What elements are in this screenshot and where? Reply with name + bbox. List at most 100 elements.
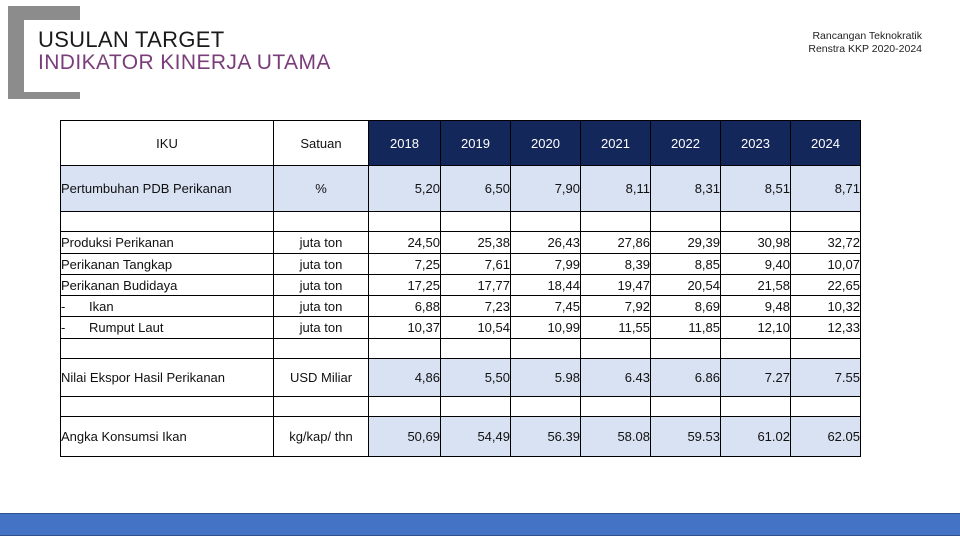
row-value: 6,88 — [368, 295, 441, 317]
row-value: 5,50 — [440, 358, 511, 397]
row-value: 7.27 — [720, 358, 791, 397]
row-value: 10,54 — [440, 316, 511, 339]
row-value: 8,69 — [650, 295, 721, 317]
corner-bracket-inner — [24, 20, 88, 92]
table-header-row: IKU Satuan 2018 2019 2020 2021 2022 2023… — [60, 120, 861, 166]
row-value: 22,65 — [790, 274, 861, 296]
header-year: 2023 — [720, 120, 791, 166]
row-label: - Rumput Laut — [60, 316, 274, 339]
row-value: 7,61 — [440, 253, 511, 275]
row-label-text: Ikan — [89, 298, 114, 314]
row-value: 7,23 — [440, 295, 511, 317]
slide-title: USULAN TARGET — [38, 27, 225, 52]
spacer-row — [60, 211, 861, 232]
row-value: 32,72 — [790, 231, 861, 254]
header-year: 2019 — [440, 120, 511, 166]
table-row: - Rumput Laut juta ton 10,37 10,54 10,99 … — [60, 316, 861, 339]
row-label: Nilai Ekspor Hasil Perikanan — [60, 358, 274, 397]
row-value: 5.98 — [510, 358, 581, 397]
row-value: 17,77 — [440, 274, 511, 296]
row-unit: juta ton — [273, 253, 369, 275]
row-label: - Ikan — [60, 295, 274, 317]
header-year: 2022 — [650, 120, 721, 166]
row-label: Pertumbuhan PDB Perikanan — [60, 165, 274, 212]
corner-bracket-decoration — [8, 6, 88, 99]
row-unit: juta ton — [273, 316, 369, 339]
row-value: 11,85 — [650, 316, 721, 339]
row-value: 25,38 — [440, 231, 511, 254]
row-label-text: Rumput Laut — [89, 320, 164, 335]
row-value: 8,71 — [790, 165, 861, 212]
row-value: 10,37 — [368, 316, 441, 339]
row-value: 7,90 — [510, 165, 581, 212]
row-value: 50,69 — [368, 416, 441, 457]
row-dash: - — [61, 320, 66, 335]
row-value: 27,86 — [580, 231, 651, 254]
table-row: Nilai Ekspor Hasil Perikanan USD Miliar … — [60, 358, 861, 397]
table-row: - Ikan juta ton 6,88 7,23 7,45 7,92 8,69 … — [60, 295, 861, 317]
row-dash: - — [61, 298, 66, 314]
row-value: 8,31 — [650, 165, 721, 212]
iku-target-table: IKU Satuan 2018 2019 2020 2021 2022 2023… — [60, 120, 861, 457]
row-value: 10,99 — [510, 316, 581, 339]
row-value: 7,45 — [510, 295, 581, 317]
row-unit: kg/kap/ thn — [273, 416, 369, 457]
row-value: 30,98 — [720, 231, 791, 254]
table-row: Perikanan Tangkap juta ton 7,25 7,61 7,9… — [60, 253, 861, 275]
row-value: 7,99 — [510, 253, 581, 275]
row-value: 11,55 — [580, 316, 651, 339]
row-value: 10,32 — [790, 295, 861, 317]
row-value: 56.39 — [510, 416, 581, 457]
row-value: 29,39 — [650, 231, 721, 254]
row-value: 10,07 — [790, 253, 861, 275]
row-unit: juta ton — [273, 274, 369, 296]
row-label: Angka Konsumsi Ikan — [60, 416, 274, 457]
row-value: 9,40 — [720, 253, 791, 275]
row-value: 12,33 — [790, 316, 861, 339]
row-value: 8,39 — [580, 253, 651, 275]
footer-bar — [0, 513, 960, 536]
row-label: Perikanan Budidaya — [60, 274, 274, 296]
meta-line-2: Renstra KKP 2020-2024 — [808, 43, 922, 55]
row-value: 12,10 — [720, 316, 791, 339]
row-unit: % — [273, 165, 369, 212]
row-value: 4,86 — [368, 358, 441, 397]
row-value: 62.05 — [790, 416, 861, 457]
row-value: 8,85 — [650, 253, 721, 275]
row-label: Produksi Perikanan — [60, 231, 274, 254]
row-value: 8,11 — [580, 165, 651, 212]
row-value: 6.86 — [650, 358, 721, 397]
header-satuan: Satuan — [273, 120, 369, 166]
row-value: 6.43 — [580, 358, 651, 397]
table-row: Angka Konsumsi Ikan kg/kap/ thn 50,69 54… — [60, 416, 861, 457]
row-value: 24,50 — [368, 231, 441, 254]
row-value: 7.55 — [790, 358, 861, 397]
row-value: 26,43 — [510, 231, 581, 254]
row-value: 9,48 — [720, 295, 791, 317]
row-value: 59.53 — [650, 416, 721, 457]
table-row: Perikanan Budidaya juta ton 17,25 17,77 … — [60, 274, 861, 296]
row-value: 58.08 — [580, 416, 651, 457]
document-meta: Rancangan Teknokratik Renstra KKP 2020-2… — [808, 30, 922, 56]
row-value: 19,47 — [580, 274, 651, 296]
row-value: 20,54 — [650, 274, 721, 296]
row-unit: USD Miliar — [273, 358, 369, 397]
row-value: 18,44 — [510, 274, 581, 296]
slide-subtitle: INDIKATOR KINERJA UTAMA — [38, 51, 331, 74]
row-unit: juta ton — [273, 295, 369, 317]
row-label: Perikanan Tangkap — [60, 253, 274, 275]
row-value: 61.02 — [720, 416, 791, 457]
row-value: 8,51 — [720, 165, 791, 212]
row-unit: juta ton — [273, 231, 369, 254]
table-row: Pertumbuhan PDB Perikanan % 5,20 6,50 7,… — [60, 165, 861, 212]
row-value: 21,58 — [720, 274, 791, 296]
row-value: 7,25 — [368, 253, 441, 275]
header-iku: IKU — [60, 120, 274, 166]
row-value: 17,25 — [368, 274, 441, 296]
row-value: 6,50 — [440, 165, 511, 212]
header-year: 2018 — [368, 120, 441, 166]
header-year: 2020 — [510, 120, 581, 166]
row-value: 5,20 — [368, 165, 441, 212]
table-row: Produksi Perikanan juta ton 24,50 25,38 … — [60, 231, 861, 254]
spacer-row — [60, 396, 861, 417]
